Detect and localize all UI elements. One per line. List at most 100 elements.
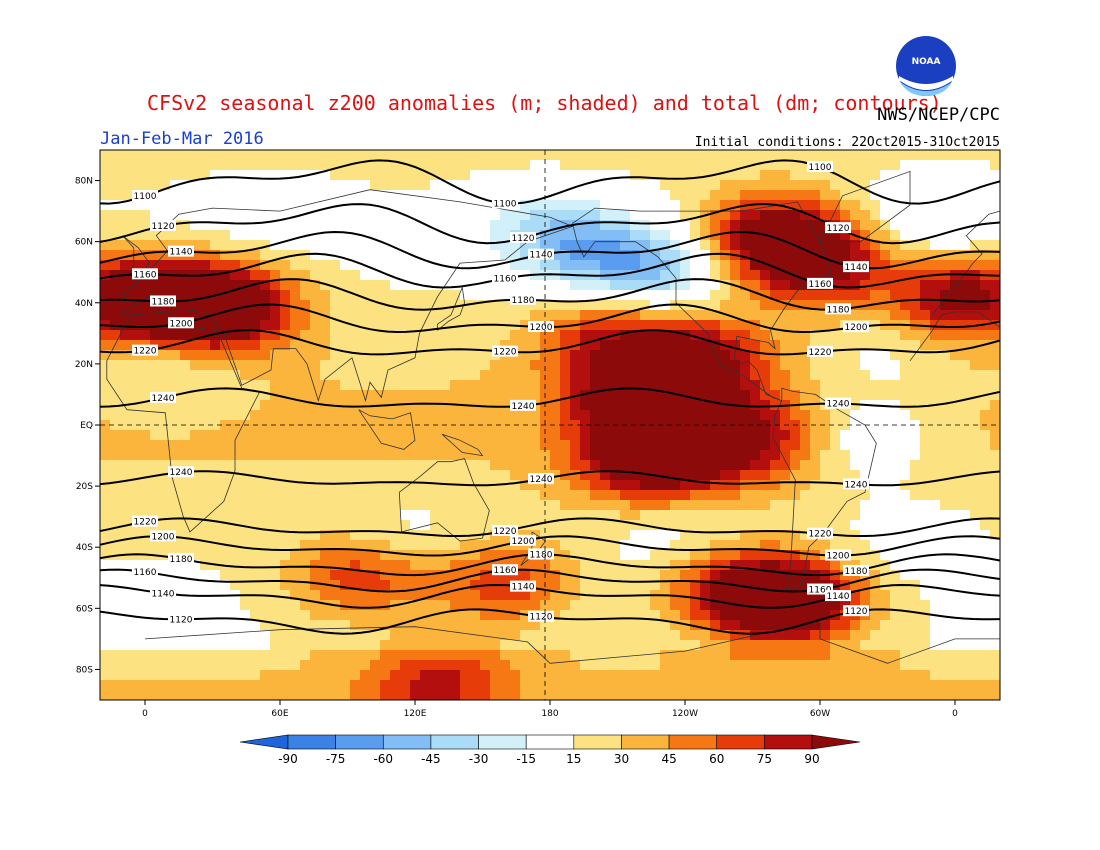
anomaly-cell <box>940 230 950 240</box>
anomaly-cell <box>420 470 430 480</box>
anomaly-cell <box>660 230 670 240</box>
anomaly-cell <box>140 390 150 400</box>
anomaly-cell <box>300 400 310 410</box>
anomaly-cell <box>910 310 920 320</box>
anomaly-cell <box>280 230 290 240</box>
anomaly-cell <box>890 550 900 560</box>
anomaly-cell <box>440 160 450 170</box>
anomaly-cell <box>480 470 490 480</box>
anomaly-cell <box>520 680 530 690</box>
anomaly-cell <box>830 580 840 590</box>
anomaly-cell <box>160 480 170 490</box>
anomaly-cell <box>240 250 250 260</box>
anomaly-cell <box>240 320 250 330</box>
anomaly-cell <box>920 190 930 200</box>
anomaly-cell <box>920 280 930 290</box>
anomaly-cell <box>260 260 270 270</box>
anomaly-cell <box>260 540 270 550</box>
anomaly-cell <box>440 690 450 700</box>
anomaly-cell <box>630 640 640 650</box>
anomaly-cell <box>390 150 400 160</box>
anomaly-cell <box>130 370 140 380</box>
anomaly-cell <box>960 560 970 570</box>
anomaly-cell <box>390 480 400 490</box>
contour-label: 1140 <box>528 248 554 261</box>
anomaly-cell <box>190 490 200 500</box>
anomaly-cell <box>750 360 760 370</box>
anomaly-cell <box>130 450 140 460</box>
anomaly-cell <box>430 620 440 630</box>
anomaly-cell <box>750 610 760 620</box>
anomaly-cell <box>990 450 1000 460</box>
anomaly-cell <box>600 230 610 240</box>
anomaly-cell <box>230 340 240 350</box>
anomaly-cell <box>990 280 1000 290</box>
anomaly-cell <box>820 670 830 680</box>
anomaly-cell <box>420 440 430 450</box>
anomaly-cell <box>220 430 230 440</box>
anomaly-cell <box>900 230 910 240</box>
anomaly-cell <box>870 240 880 250</box>
anomaly-cell <box>650 170 660 180</box>
anomaly-cell <box>530 380 540 390</box>
anomaly-cell <box>690 670 700 680</box>
anomaly-cell <box>740 350 750 360</box>
anomaly-cell <box>100 640 110 650</box>
anomaly-cell <box>900 240 910 250</box>
anomaly-cell <box>280 550 290 560</box>
anomaly-cell <box>600 450 610 460</box>
anomaly-cell <box>400 380 410 390</box>
anomaly-cell <box>830 380 840 390</box>
anomaly-cell <box>910 440 920 450</box>
anomaly-cell <box>330 570 340 580</box>
anomaly-cell <box>670 230 680 240</box>
anomaly-cell <box>330 550 340 560</box>
anomaly-cell <box>900 380 910 390</box>
anomaly-cell <box>340 640 350 650</box>
anomaly-cell <box>680 510 690 520</box>
anomaly-cell <box>210 500 220 510</box>
anomaly-cell <box>810 290 820 300</box>
anomaly-cell <box>550 150 560 160</box>
anomaly-cell <box>800 660 810 670</box>
anomaly-cell <box>900 190 910 200</box>
anomaly-cell <box>490 660 500 670</box>
anomaly-cell <box>620 240 630 250</box>
anomaly-cell <box>560 590 570 600</box>
anomaly-cell <box>380 430 390 440</box>
anomaly-cell <box>670 360 680 370</box>
anomaly-cell <box>140 630 150 640</box>
anomaly-cell <box>910 360 920 370</box>
anomaly-cell <box>130 530 140 540</box>
anomaly-cell <box>350 310 360 320</box>
anomaly-cell <box>340 380 350 390</box>
anomaly-cell <box>590 160 600 170</box>
anomaly-cell <box>630 460 640 470</box>
anomaly-cell <box>730 650 740 660</box>
anomaly-cell <box>410 690 420 700</box>
anomaly-cell <box>330 270 340 280</box>
anomaly-cell <box>530 450 540 460</box>
anomaly-cell <box>650 540 660 550</box>
anomaly-cell <box>790 600 800 610</box>
anomaly-cell <box>830 480 840 490</box>
anomaly-cell <box>180 330 190 340</box>
anomaly-cell <box>520 630 530 640</box>
anomaly-cell <box>630 380 640 390</box>
anomaly-cell <box>660 420 670 430</box>
anomaly-cell <box>780 210 790 220</box>
anomaly-cell <box>250 170 260 180</box>
anomaly-cell <box>400 430 410 440</box>
anomaly-cell <box>500 590 510 600</box>
anomaly-cell <box>100 220 110 230</box>
anomaly-cell <box>330 360 340 370</box>
anomaly-cell <box>930 530 940 540</box>
anomaly-cell <box>400 340 410 350</box>
anomaly-cell <box>490 370 500 380</box>
anomaly-cell <box>290 490 300 500</box>
anomaly-cell <box>760 170 770 180</box>
anomaly-cell <box>490 160 500 170</box>
anomaly-cell <box>310 690 320 700</box>
anomaly-cell <box>560 340 570 350</box>
anomaly-cell <box>590 690 600 700</box>
